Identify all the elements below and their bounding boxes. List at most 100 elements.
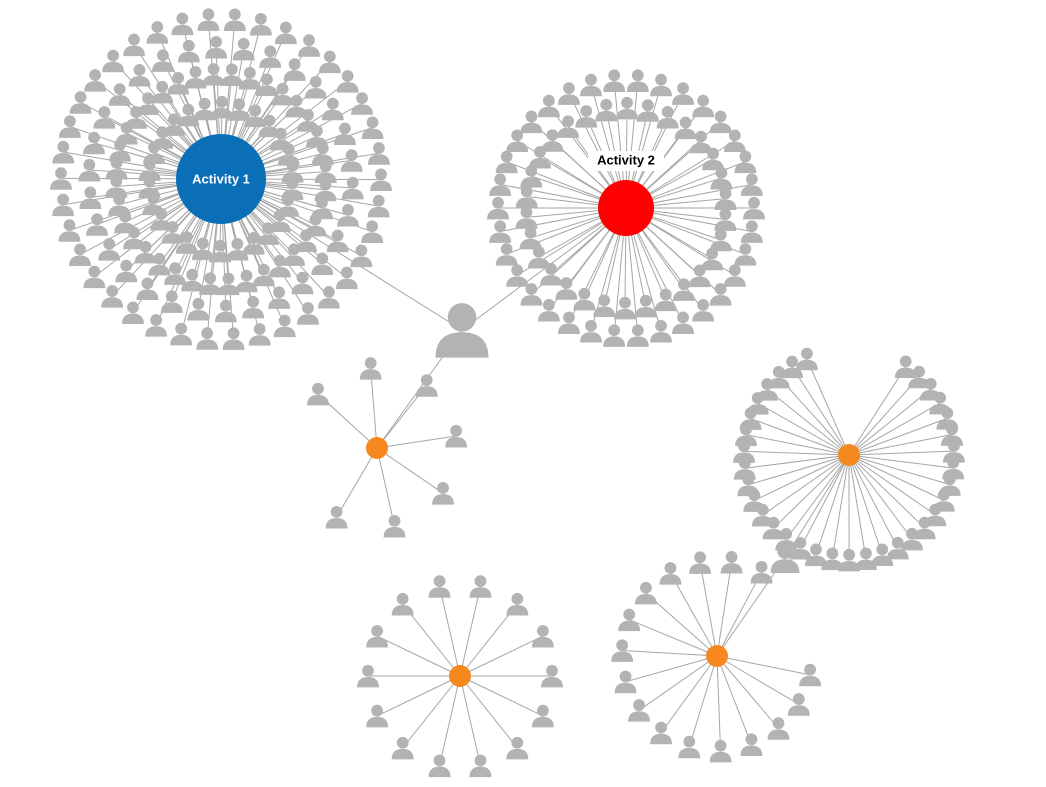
- person-icon[interactable]: [249, 12, 272, 36]
- person-icon[interactable]: [197, 8, 220, 31]
- person-icon[interactable]: [307, 382, 329, 406]
- person-icon[interactable]: [714, 208, 737, 231]
- person-icon[interactable]: [795, 347, 818, 371]
- person-icon[interactable]: [678, 735, 701, 759]
- person-icon[interactable]: [740, 173, 763, 196]
- person-icon[interactable]: [298, 34, 320, 57]
- person-icon[interactable]: [723, 264, 746, 287]
- person-icon[interactable]: [222, 327, 245, 350]
- group-d-node[interactable]: [838, 444, 860, 466]
- person-icon[interactable]: [297, 302, 319, 325]
- person-icon[interactable]: [432, 482, 454, 505]
- person-icon[interactable]: [340, 149, 363, 172]
- person-icon[interactable]: [391, 592, 414, 616]
- group-b-node[interactable]: [449, 665, 471, 687]
- person-icon[interactable]: [283, 58, 306, 81]
- person-icon[interactable]: [145, 314, 168, 337]
- person-icon[interactable]: [102, 49, 125, 73]
- person-icon[interactable]: [580, 73, 602, 97]
- person-icon[interactable]: [650, 319, 672, 343]
- person-icon[interactable]: [170, 322, 193, 346]
- person-icon[interactable]: [337, 204, 359, 227]
- person-icon[interactable]: [603, 324, 626, 347]
- person-icon[interactable]: [603, 69, 626, 92]
- person-icon[interactable]: [626, 69, 649, 92]
- person-icon[interactable]: [359, 357, 382, 380]
- person-icon[interactable]: [128, 64, 151, 87]
- person-icon[interactable]: [350, 244, 373, 268]
- person-icon[interactable]: [750, 560, 773, 584]
- person-icon[interactable]: [506, 592, 529, 616]
- person-icon[interactable]: [489, 173, 512, 196]
- person-icon[interactable]: [304, 76, 327, 99]
- person-icon[interactable]: [52, 140, 75, 164]
- group-a-node[interactable]: [366, 437, 388, 459]
- person-icon[interactable]: [628, 699, 650, 722]
- person-icon[interactable]: [506, 264, 529, 287]
- person-icon[interactable]: [593, 294, 616, 317]
- person-icon[interactable]: [171, 12, 194, 36]
- person-icon[interactable]: [519, 226, 542, 250]
- person-icon[interactable]: [83, 131, 105, 155]
- person-icon[interactable]: [383, 514, 406, 538]
- person-icon[interactable]: [734, 150, 757, 174]
- person-icon[interactable]: [318, 50, 341, 74]
- person-icon[interactable]: [689, 551, 712, 574]
- person-icon[interactable]: [367, 142, 390, 165]
- person-icon[interactable]: [232, 37, 255, 61]
- person-icon[interactable]: [69, 243, 91, 266]
- person-icon[interactable]: [428, 754, 451, 778]
- person-icon[interactable]: [242, 295, 265, 319]
- person-icon[interactable]: [489, 220, 512, 243]
- person-icon[interactable]: [515, 185, 538, 208]
- person-icon[interactable]: [740, 733, 763, 756]
- person-icon[interactable]: [709, 739, 732, 763]
- person-icon[interactable]: [202, 63, 225, 86]
- person-icon[interactable]: [710, 166, 733, 190]
- person-icon[interactable]: [767, 717, 790, 740]
- person-icon[interactable]: [361, 220, 384, 243]
- person-icon[interactable]: [84, 69, 107, 92]
- person-icon[interactable]: [626, 324, 649, 347]
- person-icon[interactable]: [83, 265, 106, 289]
- person-icon[interactable]: [238, 66, 261, 90]
- person-icon[interactable]: [146, 21, 169, 44]
- person-icon[interactable]: [495, 150, 518, 174]
- person-icon[interactable]: [98, 238, 121, 261]
- person-icon[interactable]: [268, 286, 291, 309]
- person-icon[interactable]: [720, 551, 743, 574]
- person-icon[interactable]: [335, 266, 358, 290]
- person-icon[interactable]: [531, 624, 554, 648]
- person-icon[interactable]: [616, 96, 638, 120]
- person-icon[interactable]: [160, 290, 183, 313]
- person-icon[interactable]: [692, 94, 715, 118]
- person-icon[interactable]: [740, 220, 763, 243]
- activity-2-node[interactable]: [598, 180, 654, 236]
- person-icon[interactable]: [672, 311, 694, 334]
- person-icon[interactable]: [205, 35, 228, 59]
- person-icon[interactable]: [273, 314, 296, 338]
- person-icon[interactable]: [321, 97, 344, 121]
- person-icon[interactable]: [659, 562, 682, 585]
- central-person-icon[interactable]: [435, 303, 489, 358]
- person-icon[interactable]: [52, 193, 75, 217]
- person-icon[interactable]: [228, 98, 251, 121]
- person-icon[interactable]: [259, 45, 282, 68]
- person-icon[interactable]: [366, 624, 389, 648]
- person-icon[interactable]: [122, 301, 144, 324]
- person-icon[interactable]: [326, 229, 349, 253]
- person-icon[interactable]: [537, 94, 560, 118]
- person-icon[interactable]: [196, 327, 219, 350]
- person-icon[interactable]: [151, 49, 174, 72]
- person-icon[interactable]: [248, 323, 271, 346]
- group-c-node[interactable]: [706, 645, 728, 667]
- person-icon[interactable]: [415, 374, 438, 397]
- person-icon[interactable]: [177, 39, 200, 63]
- person-icon[interactable]: [799, 663, 822, 687]
- person-icon[interactable]: [325, 505, 348, 529]
- person-icon[interactable]: [187, 297, 210, 321]
- person-icon[interactable]: [650, 73, 672, 97]
- person-icon[interactable]: [108, 83, 131, 106]
- person-icon[interactable]: [86, 213, 108, 236]
